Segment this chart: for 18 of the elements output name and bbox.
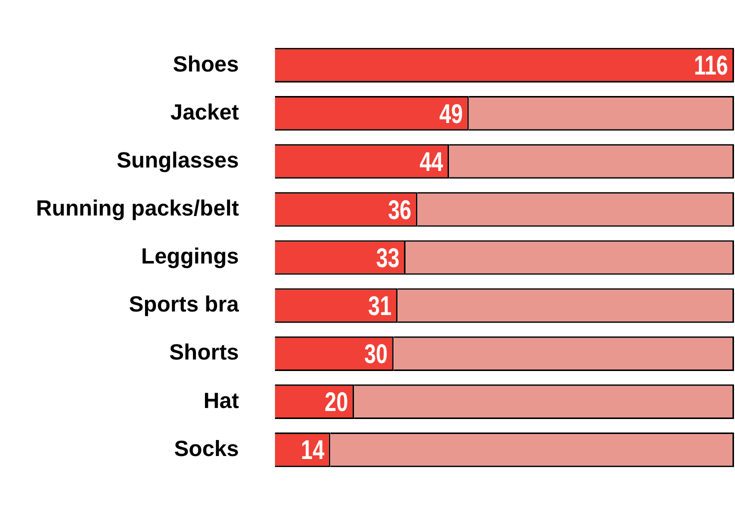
- y-tick-label: Socks: [174, 436, 239, 461]
- y-tick-label: Running packs/belt: [36, 195, 240, 220]
- y-tick-label: Sports bra: [128, 292, 240, 317]
- y-tick-label: Leggings: [141, 244, 239, 269]
- data-label: 49: [439, 99, 463, 130]
- data-label: 36: [388, 195, 412, 226]
- y-tick-label: Sunglasses: [116, 147, 239, 172]
- data-label: 14: [300, 436, 325, 466]
- y-tick-label: Jacket: [170, 99, 240, 124]
- data-label: 20: [324, 388, 348, 418]
- data-label: 116: [694, 51, 728, 82]
- y-tick-label: Shorts: [169, 340, 239, 365]
- data-label: 31: [368, 292, 392, 322]
- y-tick-label: Hat: [203, 388, 240, 413]
- data-label: 33: [376, 244, 400, 274]
- y-tick-label: Shoes: [172, 51, 239, 76]
- data-label: 44: [420, 147, 444, 178]
- data-label: 30: [364, 340, 388, 370]
